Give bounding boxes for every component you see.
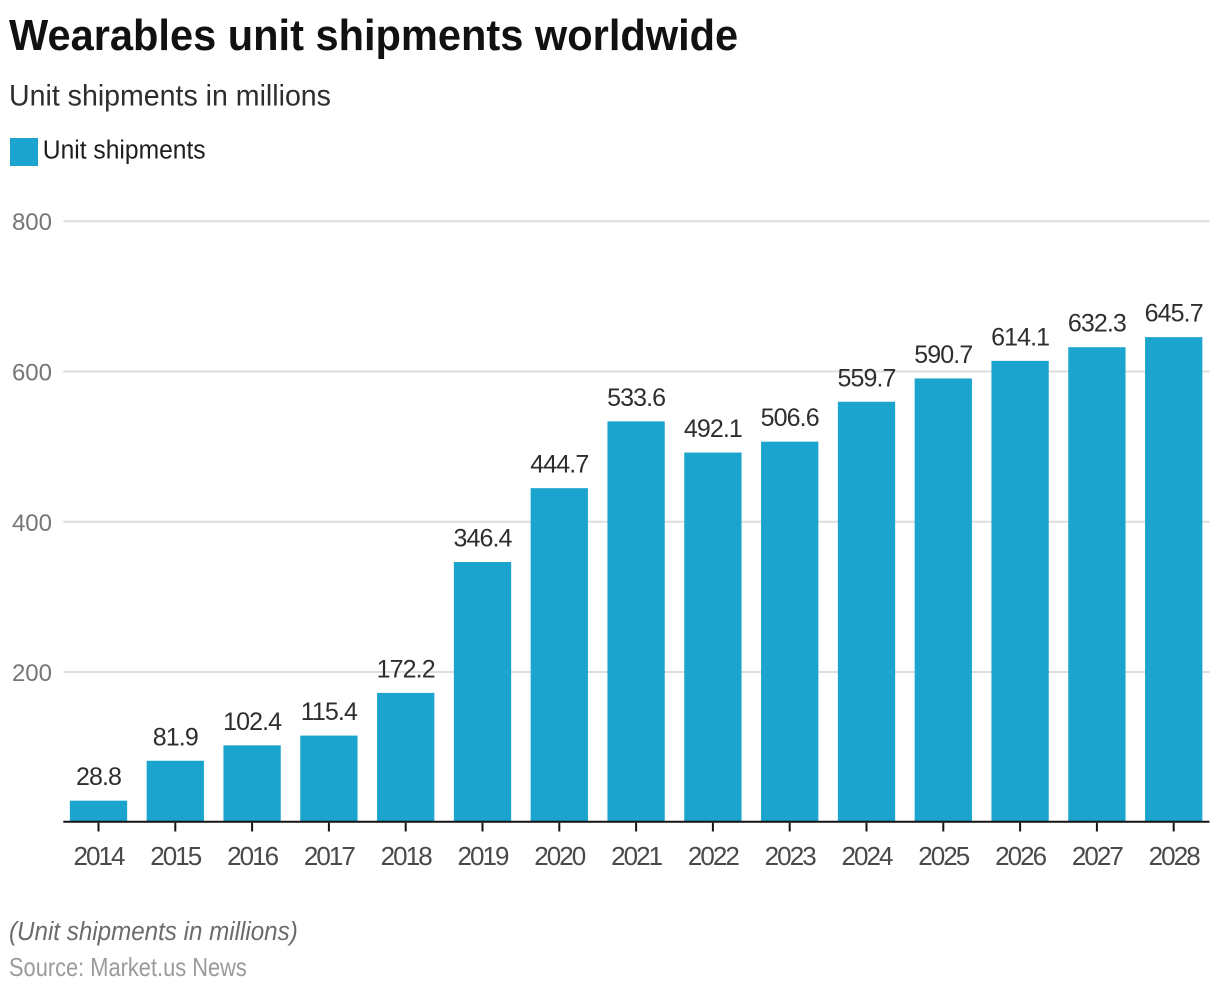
svg-text:(Unit shipments in millions): (Unit shipments in millions)	[9, 917, 298, 946]
svg-text:2018: 2018	[381, 841, 433, 871]
svg-text:Unit shipments in millions: Unit shipments in millions	[9, 79, 331, 113]
svg-text:81.9: 81.9	[153, 723, 198, 751]
svg-text:Unit shipments: Unit shipments	[43, 136, 206, 165]
svg-text:Source: Market.us News: Source: Market.us News	[9, 953, 247, 982]
svg-text:172.2: 172.2	[377, 655, 435, 683]
svg-text:645.7: 645.7	[1145, 300, 1203, 328]
svg-text:506.6: 506.6	[761, 404, 819, 432]
svg-text:2026: 2026	[995, 841, 1047, 871]
svg-text:2017: 2017	[304, 841, 356, 871]
svg-text:2019: 2019	[457, 841, 509, 871]
svg-text:2023: 2023	[765, 841, 817, 871]
svg-text:590.7: 590.7	[914, 341, 972, 369]
svg-text:400: 400	[12, 510, 52, 537]
svg-text:2021: 2021	[611, 841, 663, 871]
svg-text:2016: 2016	[227, 841, 279, 871]
svg-text:2015: 2015	[150, 841, 202, 871]
svg-text:492.1: 492.1	[684, 415, 742, 443]
svg-text:600: 600	[12, 360, 52, 387]
svg-text:533.6: 533.6	[607, 384, 665, 412]
svg-text:Wearables unit shipments world: Wearables unit shipments worldwide	[9, 11, 738, 60]
svg-text:200: 200	[12, 660, 52, 687]
svg-text:2028: 2028	[1149, 841, 1201, 871]
svg-text:559.7: 559.7	[837, 364, 895, 392]
svg-text:2022: 2022	[688, 841, 740, 871]
svg-text:2027: 2027	[1072, 841, 1124, 871]
svg-text:102.4: 102.4	[223, 708, 282, 736]
svg-text:444.7: 444.7	[530, 451, 588, 479]
svg-text:2024: 2024	[841, 841, 893, 871]
svg-text:346.4: 346.4	[453, 525, 512, 553]
svg-text:2020: 2020	[534, 841, 586, 871]
svg-text:115.4: 115.4	[301, 698, 358, 726]
svg-text:28.8: 28.8	[76, 763, 121, 791]
svg-text:2025: 2025	[918, 841, 970, 871]
svg-text:2014: 2014	[73, 841, 125, 871]
svg-text:800: 800	[12, 209, 52, 236]
svg-text:632.3: 632.3	[1068, 310, 1126, 338]
svg-text:614.1: 614.1	[991, 323, 1049, 351]
